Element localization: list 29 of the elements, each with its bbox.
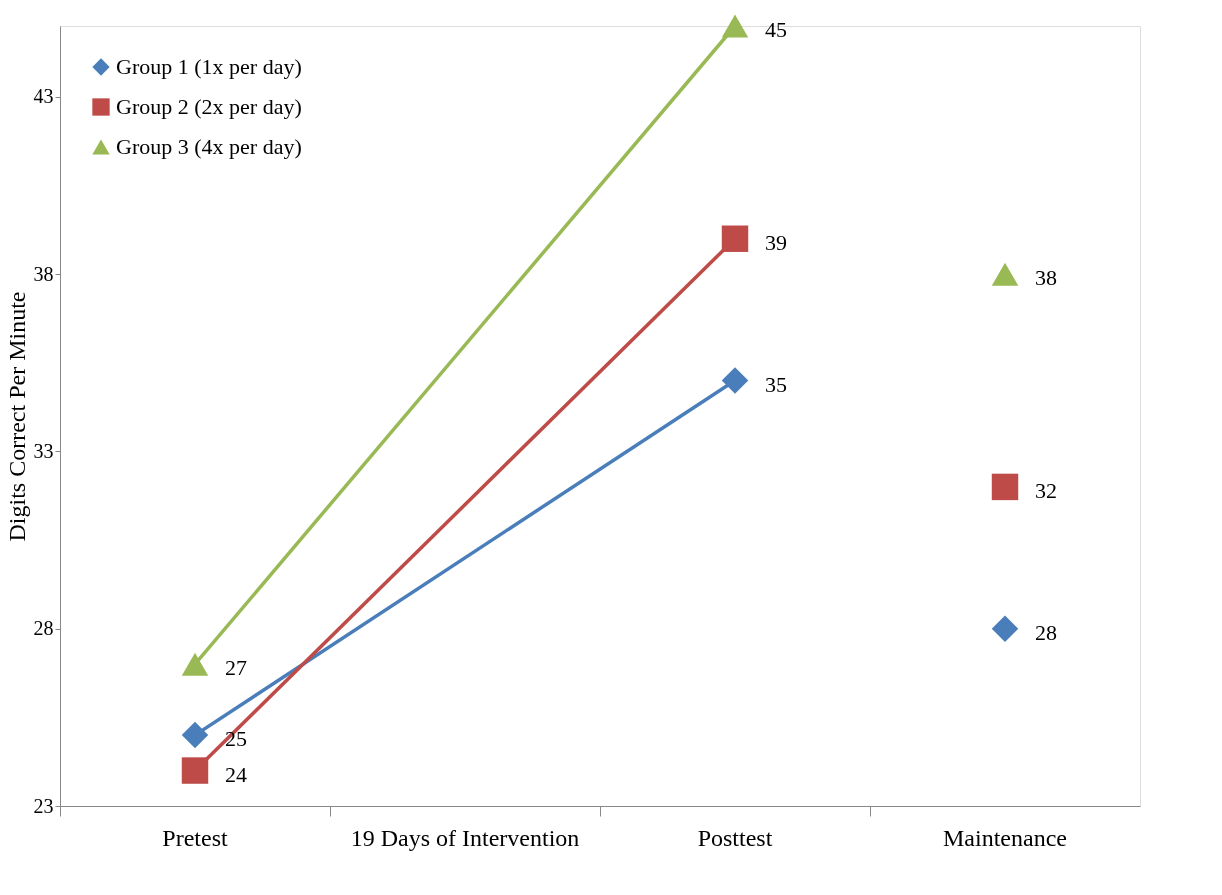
point	[181, 721, 209, 749]
point	[991, 615, 1019, 642]
data-label: 28	[1035, 619, 1057, 645]
point	[181, 757, 209, 784]
y-tick-label: 23	[33, 794, 54, 817]
legend-label: Group 2 (2x per day)	[116, 94, 302, 119]
data-label: 35	[765, 371, 787, 397]
data-label: 25	[225, 726, 247, 752]
legend-label: Group 1 (1x per day)	[116, 54, 302, 79]
data-label: 27	[225, 655, 247, 681]
x-tick-label: Posttest	[697, 824, 773, 851]
x-tick-label: Maintenance	[943, 824, 1067, 851]
data-label: 39	[765, 229, 787, 255]
x-tick-label: Pretest	[162, 824, 228, 851]
data-label: 45	[765, 17, 787, 42]
data-label: 32	[1035, 477, 1057, 503]
y-tick-label: 43	[33, 85, 54, 108]
x-tick-label: 19 Days of Intervention	[350, 824, 580, 851]
y-tick-label: 28	[33, 617, 54, 640]
point	[721, 225, 749, 252]
point	[991, 473, 1019, 501]
y-tick-label: 33	[33, 439, 54, 462]
y-axis-title: Digits Correct Per Minute	[3, 291, 30, 542]
y-tick-label: 38	[33, 262, 54, 285]
data-label: 24	[225, 761, 247, 787]
data-label: 38	[1035, 265, 1057, 291]
point	[991, 262, 1019, 286]
point	[721, 367, 749, 394]
legend-label: Group 3 (4x per day)	[116, 134, 302, 159]
